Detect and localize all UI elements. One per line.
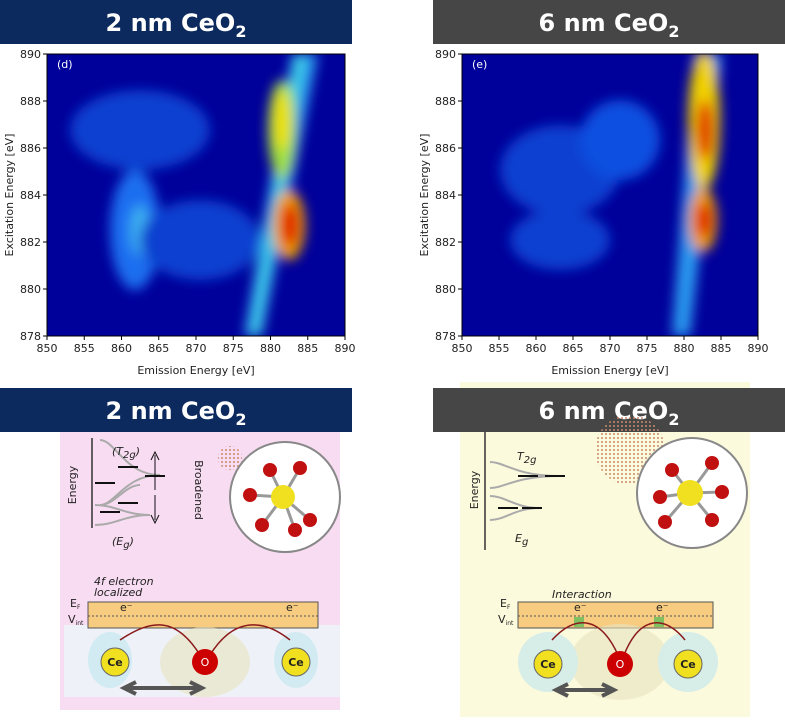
header-bg — [433, 0, 785, 44]
header: 6 nm CeO2 — [539, 9, 680, 41]
label: e⁻ — [656, 601, 669, 614]
y-tick-label: 890 — [435, 48, 456, 61]
peak — [99, 439, 161, 506]
label: EF — [500, 597, 511, 611]
panel-label: (e) — [472, 58, 487, 71]
label: Energy — [66, 465, 79, 504]
atoms — [653, 456, 729, 529]
label: localized — [94, 586, 143, 599]
x-tick-label: 850 — [452, 342, 473, 355]
x-axis-label: Emission Energy [eV] — [551, 364, 668, 377]
y-tick-label: 878 — [20, 330, 41, 343]
label: Vint — [498, 613, 514, 627]
y-axis-label: Excitation Energy [eV] — [418, 134, 431, 257]
label: Ce — [288, 656, 304, 669]
y-tick-label: 884 — [20, 189, 41, 202]
y-tick-label: 886 — [20, 142, 41, 155]
x-tick-label: 860 — [526, 342, 547, 355]
heatmap — [47, 54, 345, 336]
header: 2 nm CeO2 — [106, 9, 247, 41]
x-tick-label: 875 — [223, 342, 244, 355]
label: T2g — [517, 450, 536, 466]
arrow — [119, 680, 207, 696]
x-tick-label: 885 — [297, 342, 318, 355]
atom — [677, 480, 703, 506]
levels — [498, 475, 565, 509]
overlap — [654, 617, 664, 627]
label: EF — [70, 597, 81, 611]
overlap — [574, 617, 584, 627]
x-tick-label: 860 — [111, 342, 132, 355]
heatmap — [462, 54, 758, 336]
dots — [218, 446, 242, 470]
arrow — [551, 682, 619, 698]
y-tick-label: 890 — [20, 48, 41, 61]
atom — [281, 647, 311, 677]
x-tick-label: 865 — [148, 342, 169, 355]
label: (Eg) — [112, 535, 134, 551]
y-axis-label: Excitation Energy [eV] — [3, 134, 16, 257]
atom — [271, 485, 295, 509]
x-tick-label: 850 — [37, 342, 58, 355]
arrow — [150, 450, 160, 525]
y-tick-label: 882 — [435, 236, 456, 249]
x-tick-label: 880 — [674, 342, 695, 355]
bond — [119, 624, 291, 656]
x-axis-label: Emission Energy [eV] — [137, 364, 254, 377]
y-tick-label: 886 — [435, 142, 456, 155]
label: Broadened — [192, 460, 205, 520]
y-tick-label: 882 — [20, 236, 41, 249]
peak — [94, 504, 151, 526]
label: e⁻ — [286, 601, 299, 614]
header-bg — [0, 388, 352, 432]
label: (T2g) — [112, 445, 140, 461]
x-tick-label: 870 — [186, 342, 207, 355]
y-tick-label: 880 — [20, 283, 41, 296]
label: O — [616, 658, 625, 671]
x-tick-label: 865 — [563, 342, 584, 355]
atom — [673, 649, 703, 679]
label: Energy — [468, 470, 481, 509]
bond — [551, 622, 686, 656]
x-tick-label: 870 — [600, 342, 621, 355]
x-tick-label: 890 — [335, 342, 356, 355]
band — [517, 601, 714, 629]
y-tick-label: 880 — [435, 283, 456, 296]
y-tick-label: 878 — [435, 330, 456, 343]
label: e⁻ — [120, 601, 133, 614]
label: 4f electron — [94, 575, 154, 588]
x-tick-label: 855 — [74, 342, 95, 355]
label: Interaction — [552, 588, 612, 601]
x-tick-label: 855 — [489, 342, 510, 355]
label: Eg — [515, 532, 528, 548]
label: Ce — [540, 658, 556, 671]
x-tick-label: 885 — [711, 342, 732, 355]
label: Ce — [680, 658, 696, 671]
atom — [533, 649, 563, 679]
header-bg — [0, 0, 352, 44]
label: O — [201, 656, 210, 669]
atom — [100, 647, 130, 677]
y-tick-label: 888 — [435, 95, 456, 108]
label: Ce — [107, 656, 123, 669]
x-tick-label: 880 — [260, 342, 281, 355]
atom — [607, 651, 633, 677]
atom — [192, 649, 218, 675]
header: 2 nm CeO2 — [106, 397, 247, 429]
atoms — [243, 461, 317, 537]
label: Vint — [68, 613, 84, 627]
panel-label: (d) — [57, 58, 73, 71]
x-tick-label: 875 — [637, 342, 658, 355]
y-tick-label: 884 — [435, 189, 456, 202]
x-tick-label: 890 — [748, 342, 769, 355]
label: e⁻ — [574, 601, 587, 614]
y-tick-label: 888 — [20, 95, 41, 108]
band — [87, 601, 319, 629]
